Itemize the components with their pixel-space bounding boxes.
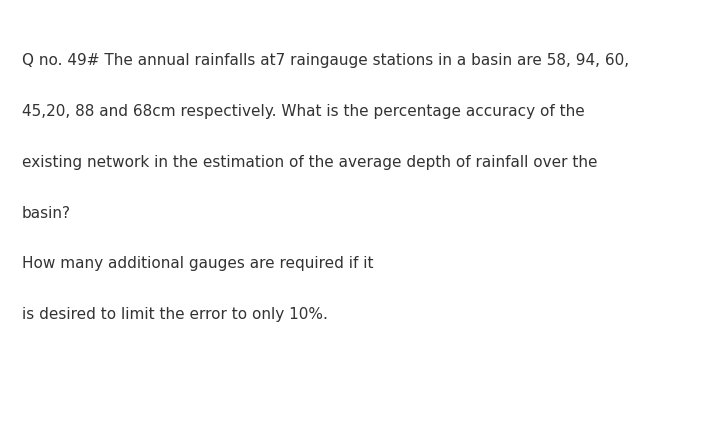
Text: is desired to limit the error to only 10%.: is desired to limit the error to only 10…: [22, 307, 328, 322]
Text: Q no. 49# The annual rainfalls at7 raingauge stations in a basin are 58, 94, 60,: Q no. 49# The annual rainfalls at7 raing…: [22, 53, 629, 68]
Text: How many additional gauges are required if it: How many additional gauges are required …: [22, 256, 373, 271]
Text: 45,20, 88 and 68cm respectively. What is the percentage accuracy of the: 45,20, 88 and 68cm respectively. What is…: [22, 104, 585, 119]
Text: existing network in the estimation of the average depth of rainfall over the: existing network in the estimation of th…: [22, 155, 597, 170]
Text: basin?: basin?: [22, 206, 71, 221]
